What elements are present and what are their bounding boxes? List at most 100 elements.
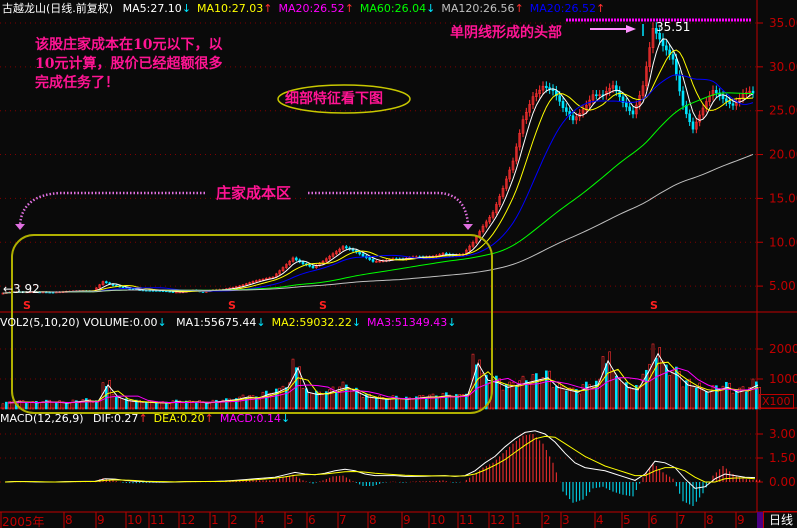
price-header: 古越龙山(日线.前复权) MA5:27.10↓ MA10:27.03↑ MA20:2…	[2, 2, 605, 15]
volume-bar	[241, 394, 245, 410]
month-label: 5	[286, 513, 294, 527]
candle-body	[715, 90, 718, 94]
candle-body	[518, 132, 521, 148]
volume-bar	[715, 385, 718, 410]
volume-bar	[398, 398, 401, 410]
volume-bar	[8, 401, 11, 410]
candle-body	[618, 90, 621, 98]
volume-bar	[91, 402, 95, 410]
candle-body	[505, 178, 508, 189]
volume-bar	[721, 385, 725, 410]
volume-bar	[541, 377, 545, 410]
volume-bar	[521, 375, 525, 410]
cost-note: 该股庄家成本在10元以下，以 10元计算，股价已经超额很多 完成任务了！	[35, 36, 222, 93]
volume-bar	[435, 395, 438, 410]
indicator-value: MA1:55675.44	[176, 316, 257, 329]
macd-tick-label: 1.50	[769, 451, 796, 465]
volume-bar	[361, 397, 365, 410]
candle-body	[261, 278, 265, 281]
candle-body	[575, 116, 578, 121]
volume-bar	[438, 397, 441, 410]
candle-body	[511, 160, 515, 171]
volume-bar	[511, 381, 515, 410]
candle-body	[731, 103, 735, 106]
candle-body	[725, 98, 728, 102]
candle-body	[285, 264, 288, 268]
volume-bar	[481, 372, 485, 410]
candle-body	[671, 54, 675, 60]
volume-bar	[408, 397, 411, 410]
volume-bar	[111, 393, 115, 410]
volume-bar	[151, 401, 155, 410]
volume-bar	[351, 388, 355, 410]
volume-bar	[101, 382, 105, 410]
indicator-value: MA3:51349.43	[367, 316, 448, 329]
month-label: 4	[596, 513, 604, 527]
candle-body	[558, 95, 561, 102]
volume-bar	[698, 382, 701, 410]
volume-bar	[518, 380, 521, 410]
volume-bar	[711, 385, 715, 410]
cost-zone-box	[11, 234, 493, 414]
indicator-value: MA5:27.10	[122, 2, 182, 15]
macd-indicators: DIF:0.27↑ DEA:0.20↑ MACD:0.14↓	[87, 412, 290, 425]
candle-body	[748, 90, 751, 93]
volume-bar	[488, 382, 491, 410]
volume-bar	[611, 370, 615, 410]
volume-bar	[191, 400, 195, 410]
volume-indicators: MA1:55675.44↓ MA2:59032.22↓ MA3:51349.43↓	[170, 316, 456, 329]
arrow-up-icon: ↑	[138, 412, 148, 425]
candle-body	[595, 94, 598, 97]
volume-bar	[635, 385, 638, 410]
volume-bar	[335, 391, 338, 410]
volume-bar	[308, 392, 311, 410]
candle-body	[491, 212, 495, 218]
period-button[interactable]: 日线	[763, 511, 797, 528]
volume-bar	[735, 390, 738, 410]
volume-bar	[455, 394, 458, 410]
cost-note-line: 10元计算，股价已经超额很多	[35, 56, 223, 72]
candle-body	[701, 107, 705, 116]
candle-body	[335, 251, 338, 255]
candle-body	[475, 236, 478, 243]
candle-body	[248, 282, 251, 285]
volume-bar	[328, 389, 331, 410]
volume-bar	[601, 356, 605, 410]
candle-body	[625, 102, 628, 108]
scroll-indicator[interactable]	[757, 512, 763, 528]
volume-bar	[235, 398, 238, 410]
volume-bar	[431, 393, 435, 410]
volume-bar	[118, 396, 121, 410]
volume-bar	[605, 363, 608, 410]
volume-bar	[301, 388, 305, 410]
volume-bar	[731, 392, 735, 410]
volume-bar	[415, 396, 418, 410]
volume-bar	[275, 388, 278, 410]
ma5-line	[2, 38, 754, 294]
volume-bar	[221, 399, 225, 410]
volume-bar	[85, 398, 88, 410]
volume-bar	[651, 343, 655, 410]
candle-body	[371, 259, 375, 262]
candle-body	[728, 101, 731, 105]
volume-bar	[538, 378, 541, 410]
candle-body	[611, 85, 615, 89]
volume-bar	[498, 378, 501, 410]
volume-bar	[178, 400, 181, 410]
candle-body	[538, 89, 541, 95]
volume-bar	[255, 396, 258, 410]
candle-body	[528, 104, 531, 113]
volume-bar	[598, 378, 601, 410]
volume-bar	[268, 392, 271, 410]
volume-bar	[71, 399, 75, 410]
volume-bar	[238, 396, 241, 410]
candle-body	[691, 121, 695, 130]
candle-body	[695, 121, 698, 130]
candle-body	[351, 248, 355, 251]
candle-body	[308, 264, 311, 267]
candle-body	[658, 32, 661, 40]
detail-note: 细部特征看下图	[285, 91, 383, 107]
candle-body	[525, 111, 528, 121]
month-label: 8	[65, 513, 73, 527]
